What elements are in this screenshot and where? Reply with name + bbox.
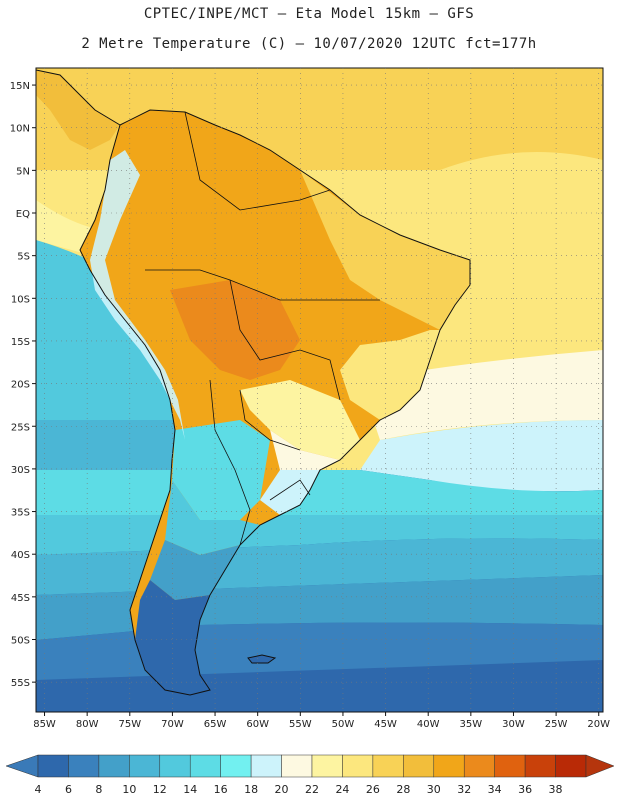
lat-label: 25S xyxy=(11,422,30,433)
colorbar-swatch xyxy=(159,754,191,778)
lat-label: 10N xyxy=(10,124,30,135)
colorbar-swatch xyxy=(311,754,343,778)
lat-label: EQ xyxy=(16,209,30,220)
lon-label: 45W xyxy=(374,719,397,730)
colorbar-swatch xyxy=(433,754,465,778)
lon-label: 75W xyxy=(118,719,141,730)
lon-label: 65W xyxy=(204,719,227,730)
colorbar-label: 6 xyxy=(65,783,72,796)
colorbar-label: 36 xyxy=(518,783,532,796)
colorbar-label: 38 xyxy=(549,783,563,796)
lat-label: 50S xyxy=(11,635,30,646)
lon-label: 30W xyxy=(502,719,525,730)
lat-label: 30S xyxy=(11,465,30,476)
lon-label: 60W xyxy=(246,719,269,730)
lon-label: 25W xyxy=(545,719,568,730)
lon-label: 35W xyxy=(460,719,483,730)
colorbar-label: 28 xyxy=(396,783,410,796)
lat-label: 55S xyxy=(11,678,30,689)
colorbar-label: 34 xyxy=(488,783,502,796)
colorbar-swatch xyxy=(555,754,587,778)
lat-label: 40S xyxy=(11,550,30,561)
lon-label: 40W xyxy=(417,719,440,730)
colorbar-swatch xyxy=(189,754,221,778)
lat-label: 35S xyxy=(11,508,30,519)
lat-label: 5N xyxy=(16,166,30,177)
colorbar-swatch xyxy=(494,754,526,778)
colorbar-swatch xyxy=(220,754,252,778)
lat-label: 20S xyxy=(11,380,30,391)
longitude-labels: 85W 80W 75W 70W 65W 60W 55W 50W 45W 40W 35W 30W 25W 2… xyxy=(33,719,610,730)
colorbar-swatch xyxy=(463,754,495,778)
colorbar-swatch xyxy=(342,754,374,778)
colorbar-swatch xyxy=(403,754,435,778)
lat-label: 15N xyxy=(10,81,30,92)
lon-label: 50W xyxy=(332,719,355,730)
colorbar-swatch xyxy=(281,754,313,778)
colorbar: 4 6 8 10 12 14 16 18 20 22 24 26 28 30 32 34 36 38 xyxy=(5,754,615,796)
colorbar-label: 30 xyxy=(427,783,441,796)
colorbar-label: 4 xyxy=(35,783,42,796)
lon-label: 80W xyxy=(76,719,99,730)
map-field xyxy=(36,68,603,712)
colorbar-label: 12 xyxy=(153,783,167,796)
lat-label: 5S xyxy=(17,252,30,263)
colorbar-label: 16 xyxy=(214,783,228,796)
colorbar-swatch xyxy=(524,754,556,778)
colorbar-label: 32 xyxy=(457,783,471,796)
colorbar-swatch xyxy=(98,754,130,778)
latitude-labels: 15N 10N 5N EQ 5S 10S 15S 20S 25S 30S 35S 40S 45S 50S 5… xyxy=(10,81,30,689)
graticule xyxy=(32,68,603,716)
colorbar-high-arrow xyxy=(585,754,615,778)
colorbar-low-arrow xyxy=(5,754,39,778)
colorbar-swatch xyxy=(372,754,404,778)
lon-label: 70W xyxy=(161,719,184,730)
lat-label: 10S xyxy=(11,294,30,305)
map-frame xyxy=(35,67,604,713)
colorbar-swatch xyxy=(129,754,161,778)
colorbar-label: 26 xyxy=(366,783,380,796)
colorbar-label: 8 xyxy=(95,783,102,796)
colorbar-swatch xyxy=(68,754,100,778)
colorbar-label: 24 xyxy=(335,783,349,796)
colorbar-label: 22 xyxy=(305,783,319,796)
lon-label: 20W xyxy=(587,719,610,730)
colorbar-swatch xyxy=(37,754,69,778)
colorbar-label: 18 xyxy=(244,783,258,796)
colorbar-swatch xyxy=(250,754,282,778)
colorbar-label: 14 xyxy=(183,783,197,796)
title-line-2: 2 Metre Temperature (C) – 10/07/2020 12U… xyxy=(81,36,537,52)
lat-label: 15S xyxy=(11,337,30,348)
lon-label: 55W xyxy=(289,719,312,730)
colorbar-label: 20 xyxy=(275,783,289,796)
lat-label: 45S xyxy=(11,593,30,604)
lon-label: 85W xyxy=(33,719,56,730)
title-line-1: CPTEC/INPE/MCT – Eta Model 15km – GFS xyxy=(143,6,475,22)
colorbar-label: 10 xyxy=(122,783,136,796)
